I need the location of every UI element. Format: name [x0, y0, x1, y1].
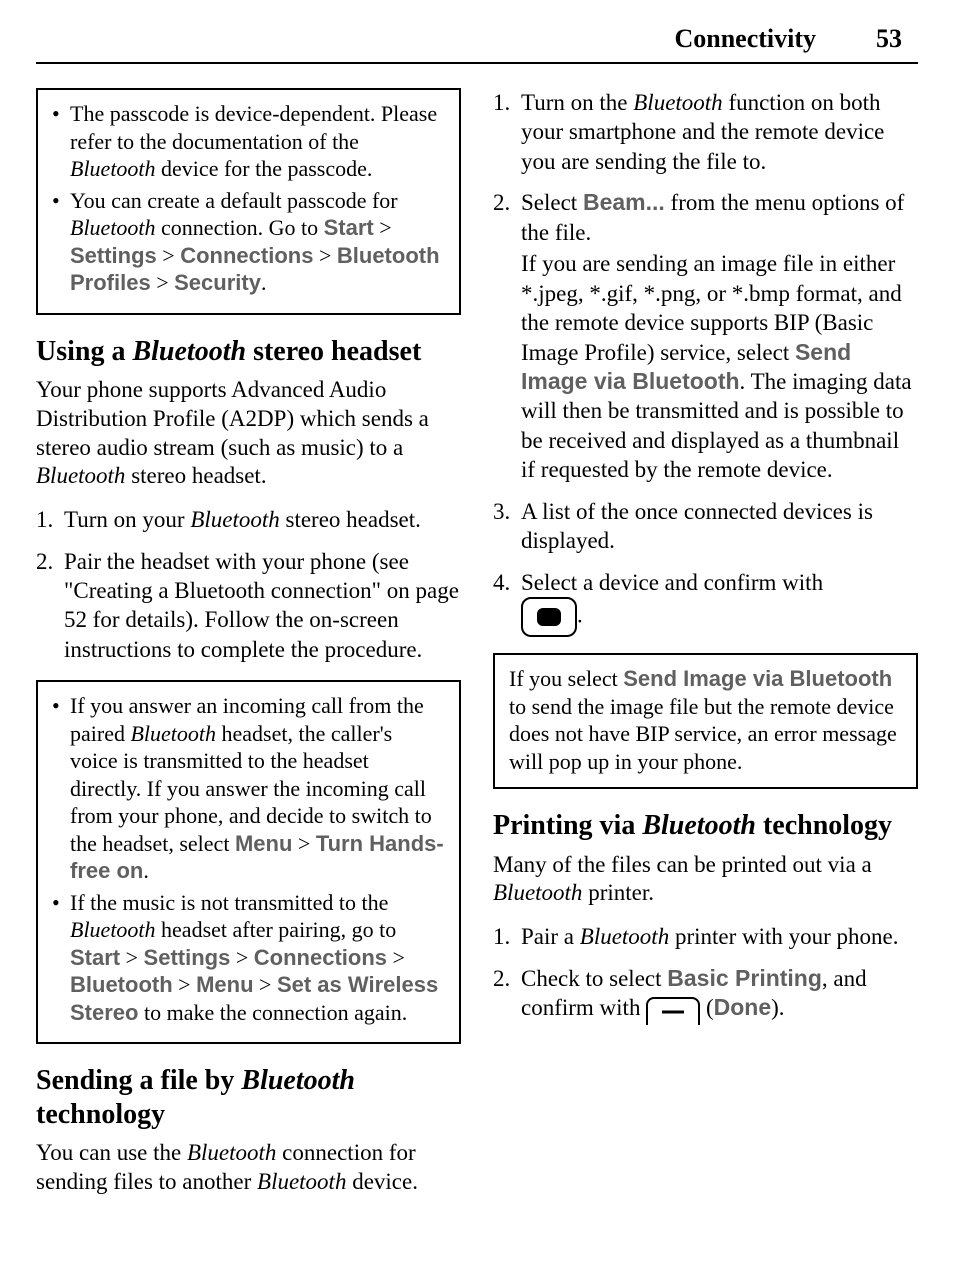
- note-headset-tip-2: If the music is not transmitted to the B…: [52, 889, 445, 1027]
- step-send-1: Turn on the Bluetooth function on both y…: [493, 88, 918, 176]
- step-headset-1: Turn on your Bluetooth stereo headset.: [36, 505, 461, 534]
- content-columns: The passcode is device-dependent. Please…: [36, 88, 918, 1211]
- note-passcode-item-1: The passcode is device-dependent. Please…: [52, 100, 445, 183]
- note-passcode-item-2: You can create a default passcode for Bl…: [52, 187, 445, 297]
- header-section: Connectivity: [674, 24, 816, 54]
- steps-printing: Pair a Bluetooth printer with your phone…: [493, 922, 918, 1025]
- page-header: Connectivity 53: [36, 24, 918, 54]
- heading-printing: Printing via Bluetooth technology: [493, 809, 918, 843]
- heading-send-file: Sending a file by Bluetooth technology: [36, 1064, 461, 1131]
- step-print-1: Pair a Bluetooth printer with your phone…: [493, 922, 918, 951]
- note-headset-tip-1: If you answer an incoming call from the …: [52, 692, 445, 885]
- right-column: Turn on the Bluetooth function on both y…: [493, 88, 918, 1211]
- para-stereo-headset: Your phone supports Advanced Audio Distr…: [36, 376, 461, 491]
- note-bip-error: If you select Send Image via Bluetooth t…: [493, 653, 918, 789]
- para-printing: Many of the files can be printed out via…: [493, 851, 918, 909]
- note-passcode: The passcode is device-dependent. Please…: [36, 88, 461, 315]
- heading-stereo-headset: Using a Bluetooth stereo headset: [36, 335, 461, 369]
- steps-stereo-headset: Turn on your Bluetooth stereo headset. P…: [36, 505, 461, 664]
- step-send-2: Select Beam... from the menu options of …: [493, 188, 918, 484]
- step-print-2: Check to select Basic Printing, and conf…: [493, 964, 918, 1026]
- para-send-file: You can use the Bluetooth connection for…: [36, 1139, 461, 1197]
- steps-send-file: Turn on the Bluetooth function on both y…: [493, 88, 918, 637]
- header-rule: [36, 62, 918, 64]
- left-column: The passcode is device-dependent. Please…: [36, 88, 461, 1211]
- center-button-icon: [521, 597, 577, 637]
- header-page-number: 53: [876, 24, 902, 54]
- step-send-2-sub: If you are sending an image file in eith…: [521, 249, 918, 485]
- step-send-4: Select a device and confirm with .: [493, 568, 918, 637]
- step-headset-2: Pair the headset with your phone (see "C…: [36, 547, 461, 665]
- step-send-3: A list of the once connected devices is …: [493, 497, 918, 556]
- note-headset-tips: If you answer an incoming call from the …: [36, 680, 461, 1044]
- softkey-icon: [646, 994, 700, 1025]
